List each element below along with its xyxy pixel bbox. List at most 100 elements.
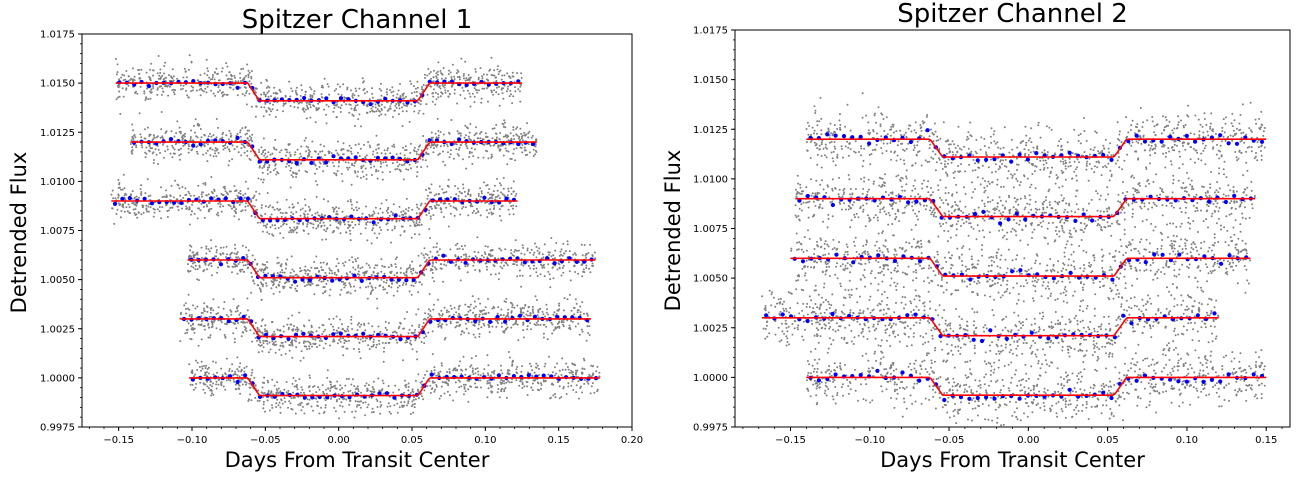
chart1-raw-point (349, 285, 352, 288)
chart1-raw-point (287, 280, 290, 283)
chart1-raw-point (354, 223, 357, 226)
chart1-raw-point (401, 106, 403, 109)
chart1-raw-point (471, 162, 474, 165)
chart1-raw-point (190, 315, 193, 318)
chart1-raw-point (460, 245, 463, 248)
chart1-raw-point (299, 208, 302, 211)
chart1-raw-point (401, 125, 404, 127)
chart1-raw-point (429, 392, 432, 394)
chart1-raw-point (405, 197, 408, 200)
chart1-raw-point (439, 145, 442, 148)
chart1-raw-point (415, 219, 418, 222)
chart1-raw-point (166, 216, 169, 218)
chart1-raw-point (527, 143, 530, 146)
chart1-raw-point (440, 201, 443, 204)
chart1-raw-point (406, 404, 408, 407)
chart1-raw-point (440, 77, 443, 80)
chart1-raw-point (375, 110, 378, 113)
chart1-raw-point (448, 202, 451, 205)
chart1-raw-point (209, 384, 212, 386)
chart1-raw-point (364, 167, 367, 170)
chart1-raw-point (261, 167, 264, 169)
chart1-raw-point (280, 225, 283, 228)
chart1-raw-point (267, 272, 270, 275)
chart1-binned-point (198, 142, 203, 147)
chart1-raw-point (272, 343, 275, 346)
chart1-raw-point (413, 105, 416, 108)
chart1-raw-point (475, 89, 478, 92)
chart1-raw-point (353, 162, 356, 165)
chart1-raw-point (186, 331, 189, 334)
chart1-raw-point (367, 141, 370, 143)
chart1-raw-point (331, 231, 334, 234)
chart1-raw-point (251, 275, 253, 278)
chart1-raw-point (562, 264, 565, 267)
chart1-raw-point (444, 77, 447, 80)
chart1-raw-point (173, 148, 176, 151)
chart1-raw-point (349, 292, 352, 295)
chart1-raw-point (145, 204, 148, 207)
chart1-raw-point (482, 73, 485, 76)
chart1-raw-point (403, 317, 406, 320)
chart1-raw-point (447, 310, 450, 313)
chart1-raw-point (160, 93, 163, 96)
chart1-raw-point (373, 330, 376, 333)
chart1-binned-point (191, 143, 196, 148)
chart1-raw-point (206, 205, 208, 208)
chart1-raw-point (372, 333, 375, 336)
chart1-raw-point (390, 210, 393, 213)
chart1-raw-point (579, 311, 582, 314)
chart1-raw-point (258, 287, 261, 290)
chart1-raw-point (205, 204, 208, 206)
chart1-raw-point (445, 143, 448, 146)
chart1-raw-point (384, 161, 387, 163)
chart1-raw-point (522, 311, 525, 314)
chart1-raw-point (167, 74, 170, 77)
chart1-raw-point (210, 315, 213, 318)
chart1-raw-point (362, 164, 365, 167)
chart1-raw-point (217, 312, 219, 315)
chart1-raw-point (230, 73, 232, 76)
chart1-raw-point (207, 70, 210, 72)
chart1-raw-point (365, 178, 368, 180)
chart1-raw-point (300, 330, 303, 333)
chart1-raw-point (216, 371, 218, 374)
chart1-raw-point (212, 309, 215, 312)
chart1-raw-point (357, 266, 360, 269)
chart1-raw-point (512, 190, 515, 193)
chart1-raw-point (208, 147, 211, 150)
chart1-raw-point (343, 223, 346, 226)
chart1-raw-point (487, 323, 490, 326)
chart1-raw-point (518, 139, 521, 142)
chart1-raw-point (542, 336, 545, 339)
chart1-raw-point (532, 148, 535, 151)
chart1-raw-point (430, 191, 432, 194)
chart1-raw-point (184, 70, 187, 73)
chart1-raw-point (558, 254, 561, 257)
chart1-raw-point (567, 261, 570, 264)
chart1-raw-point (427, 331, 430, 334)
chart1-raw-point (127, 203, 130, 206)
chart1-raw-point (308, 269, 311, 272)
chart1-raw-point (391, 331, 394, 334)
chart1-raw-point (153, 208, 156, 211)
chart1-raw-point (182, 144, 185, 147)
chart1-raw-point (262, 346, 265, 349)
chart1-binned-point (389, 277, 394, 282)
chart1-raw-point (382, 382, 385, 385)
chart1-raw-point (247, 204, 249, 207)
chart1-raw-point (523, 134, 526, 137)
chart1-raw-point (143, 137, 146, 140)
chart1-raw-point (415, 150, 418, 153)
chart1-raw-point (242, 67, 245, 70)
chart1-raw-point (427, 187, 430, 190)
chart1-raw-point (145, 146, 148, 149)
chart1-raw-point (433, 280, 436, 283)
chart1-raw-point (409, 98, 412, 101)
chart1-raw-point (370, 174, 373, 176)
chart1-raw-point (574, 271, 577, 273)
chart1-raw-point (361, 266, 364, 269)
chart1-raw-point (438, 314, 441, 317)
chart1-raw-point (540, 257, 543, 260)
chart1-raw-point (320, 224, 323, 227)
